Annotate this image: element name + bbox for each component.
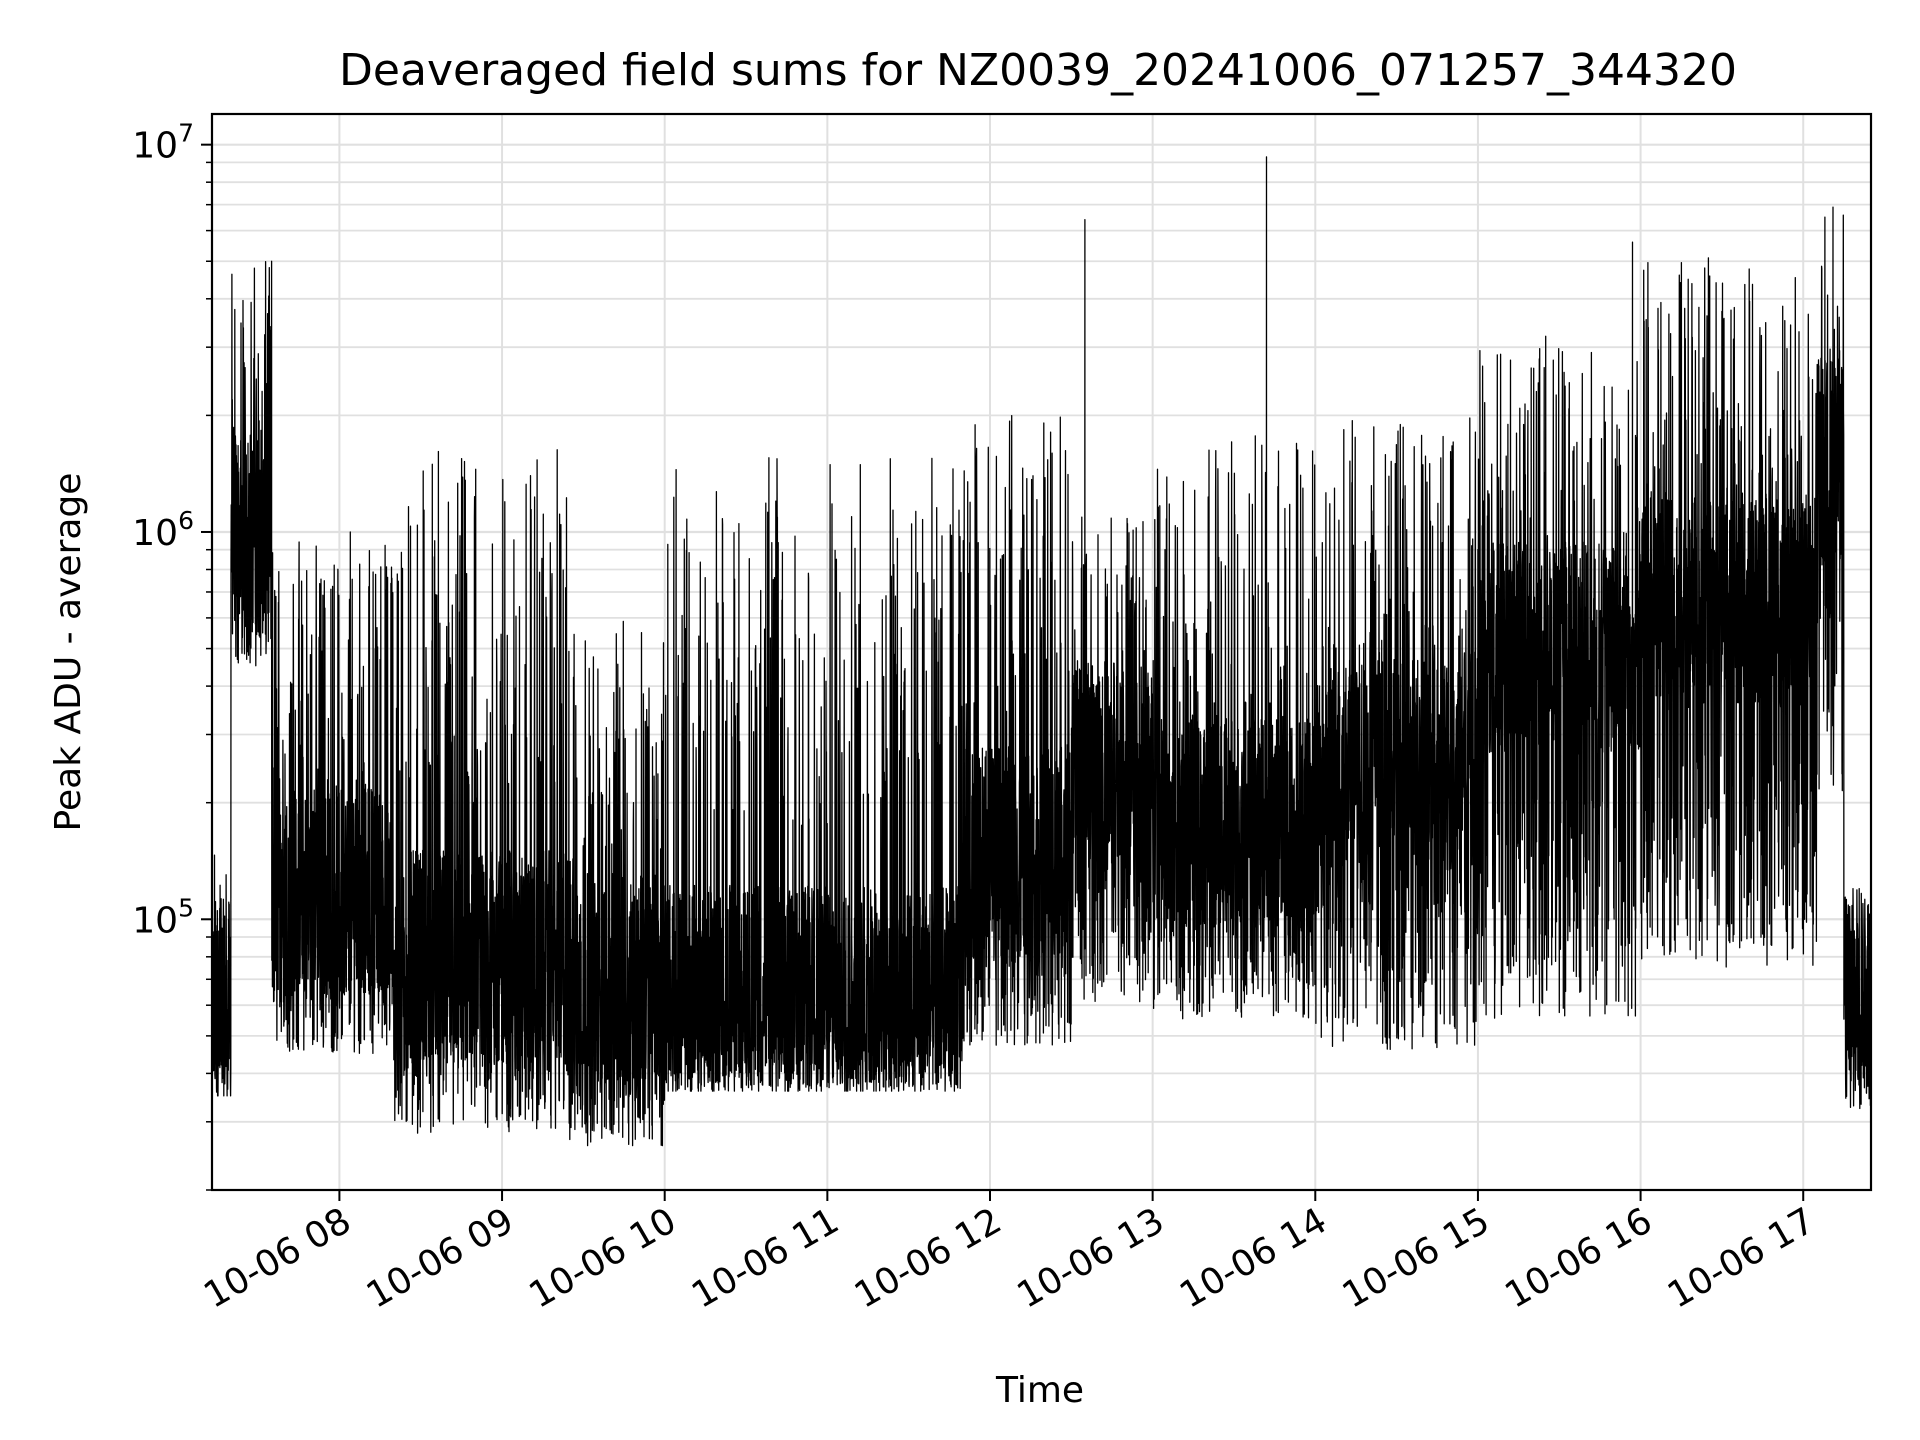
plot-frame — [210, 112, 1873, 1192]
series-layer — [211, 156, 1872, 1147]
y-axis-label: Peak ADU - average — [48, 473, 89, 832]
chart-title: Deaveraged field sums for NZ0039_2024100… — [339, 45, 1737, 96]
y-tick-label: 105 — [132, 893, 194, 941]
plot-area — [210, 112, 1873, 1192]
series-line — [211, 156, 1872, 1147]
x-axis-label: Time — [995, 1370, 1084, 1411]
y-tick-label: 106 — [132, 506, 194, 554]
y-axis: 105 106 107 — [132, 119, 212, 1191]
y-tick-label: 107 — [132, 119, 194, 167]
